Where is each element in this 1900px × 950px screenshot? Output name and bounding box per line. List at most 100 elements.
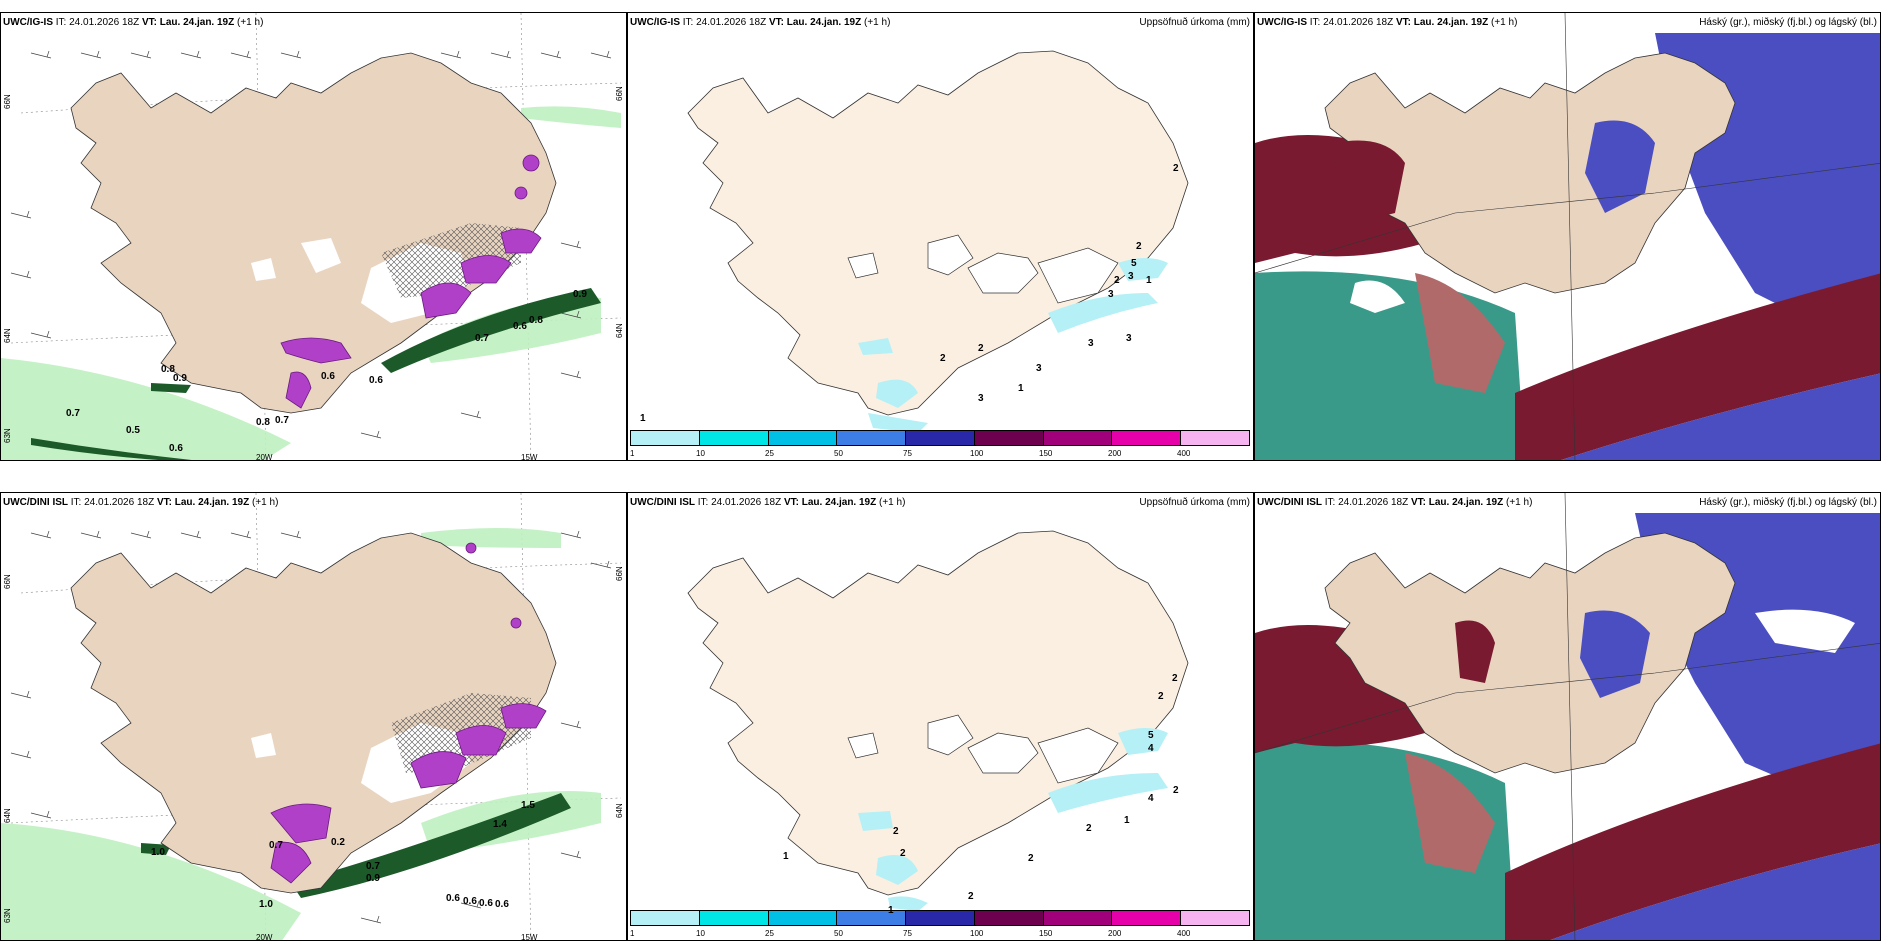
panel-top-left: UWC/IG-IS IT: 24.01.2026 18Z VT: Lau. 24…	[0, 12, 627, 461]
precip-value: 0.7	[475, 333, 489, 344]
lat-label: 64N	[3, 808, 12, 823]
vt-label: VT:	[141, 17, 157, 28]
precip-value: 2	[1086, 823, 1092, 834]
colorbar-segment	[1112, 911, 1182, 925]
precip-value: 2	[1136, 241, 1142, 252]
precip-value: 4	[1148, 743, 1154, 754]
iceland-land	[687, 50, 1189, 416]
map-cloud-cover	[1255, 13, 1880, 460]
lat-label: 64N	[615, 803, 624, 818]
model-name: UWC/DINI ISL	[3, 497, 68, 508]
precip-value: 0.5	[126, 425, 140, 436]
colorbar-label: 400	[1177, 929, 1191, 938]
lead-time: (+1 h)	[252, 497, 279, 508]
precip-value: 2	[940, 353, 946, 364]
precip-value: 0.7	[275, 415, 289, 426]
colorbar-label: 75	[903, 929, 912, 938]
precip-value: 5	[1148, 730, 1154, 741]
lead-time: (+1 h)	[1491, 17, 1518, 28]
lat-label: 66N	[615, 566, 624, 581]
precip-value: 5	[1131, 258, 1137, 269]
colorbar-segment	[974, 431, 1044, 445]
it-label: IT:	[70, 497, 82, 508]
precip-value: 1	[888, 905, 894, 916]
precip-value: 1.0	[151, 847, 165, 858]
it-value: 24.01.2026 18Z	[1323, 17, 1394, 28]
precip-value: 0.7	[269, 840, 283, 851]
lon-label: 20W	[256, 933, 273, 941]
colorbar-segment	[906, 911, 975, 925]
vt-label: VT:	[768, 17, 784, 28]
colorbar-segment	[631, 431, 700, 445]
precip-value: 0.9	[173, 373, 187, 384]
it-value: 24.01.2026 18Z	[711, 497, 782, 508]
precip-value: 3	[1108, 289, 1114, 300]
it-value: 24.01.2026 18Z	[84, 497, 155, 508]
colorbar-segment	[699, 911, 769, 925]
precip-value: 4	[1148, 793, 1154, 804]
precip-value: 2	[968, 891, 974, 902]
lat-label: 66N	[615, 86, 624, 101]
precip-value: 3	[1088, 338, 1094, 349]
it-value: 24.01.2026 18Z	[1338, 497, 1409, 508]
precip-value: 0.9	[366, 873, 380, 884]
model-name: UWC/DINI ISL	[1257, 497, 1322, 508]
precip-value: 1.0	[259, 899, 273, 910]
colorbar-segment	[768, 431, 838, 445]
panel-header: UWC/IG-IS IT: 24.01.2026 18Z VT: Lau. 24…	[630, 17, 890, 28]
precip-value: 0.6	[463, 896, 477, 907]
precip-value: 0.6	[369, 375, 383, 386]
precip-value: 3	[1128, 271, 1134, 282]
vt-value: Lau. 24.jan. 19Z	[174, 497, 250, 508]
precip-value: 1	[1146, 275, 1152, 286]
precip-value: 2	[1173, 163, 1179, 174]
precip-value: 0.6	[479, 898, 493, 909]
vt-value: Lau. 24.jan. 19Z	[786, 17, 862, 28]
it-label: IT:	[1324, 497, 1336, 508]
panel-bottom-left: UWC/DINI ISL IT: 24.01.2026 18Z VT: Lau.…	[0, 492, 627, 941]
panel-bottom-right: UWC/DINI ISL IT: 24.01.2026 18Z VT: Lau.…	[1254, 492, 1881, 941]
precip-value: 0.6	[446, 893, 460, 904]
precip-value: 0.9	[573, 289, 587, 300]
precip-value: 0.7	[66, 408, 80, 419]
iceland-land	[687, 530, 1189, 896]
colorbar-label: 400	[1177, 449, 1191, 458]
precip-value: 2	[1028, 853, 1034, 864]
colorbar-label: 50	[834, 929, 843, 938]
colorbar-segment	[631, 911, 700, 925]
precip-value: 2	[1173, 785, 1179, 796]
colorbar-label: 100	[970, 929, 984, 938]
colorbar-label: 1	[630, 929, 635, 938]
precip-value: 1	[1124, 815, 1130, 826]
iceland-land	[70, 532, 557, 894]
precip-value: 1	[783, 851, 789, 862]
map-cloud-cover	[1255, 493, 1880, 940]
precip-value: 1	[640, 413, 646, 424]
iceland-land	[1324, 532, 1736, 774]
map-accumulated-precip	[687, 530, 1189, 911]
precip-value: 2	[1114, 275, 1120, 286]
lead-time: (+1 h)	[864, 17, 891, 28]
lat-label: 66N	[3, 94, 12, 109]
lat-label: 63N	[3, 428, 12, 443]
precip-value: 0.8	[256, 417, 270, 428]
precip-value: 1.5	[521, 800, 535, 811]
colorbar-label: 1	[630, 449, 635, 458]
map-variable-label: Háský (gr.), miðský (fj.bl.) og lágský (…	[1699, 17, 1877, 28]
model-name: UWC/IG-IS	[1257, 17, 1307, 28]
colorbar-segment	[974, 911, 1044, 925]
colorbar-segment	[1181, 431, 1250, 445]
model-name: UWC/DINI ISL	[630, 497, 695, 508]
precip-colorbar	[630, 430, 1250, 446]
colorbar-segment	[1181, 911, 1250, 925]
colorbar-label: 200	[1108, 929, 1122, 938]
precip-value: 2	[1172, 673, 1178, 684]
precip-value: 0.7	[366, 861, 380, 872]
colorbar-label: 150	[1039, 929, 1053, 938]
precip-value: 0.6	[321, 371, 335, 382]
it-value: 24.01.2026 18Z	[69, 17, 140, 28]
vt-value: Lau. 24.jan. 19Z	[1428, 497, 1504, 508]
lead-time: (+1 h)	[237, 17, 264, 28]
lead-time: (+1 h)	[1506, 497, 1533, 508]
precip-value: 0.6	[495, 899, 509, 910]
